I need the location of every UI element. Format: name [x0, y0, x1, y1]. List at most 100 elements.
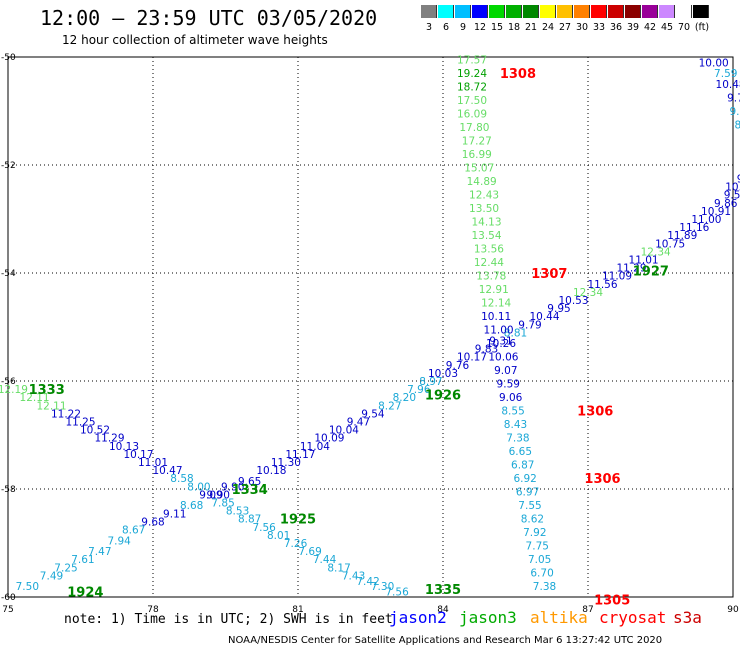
swh-label: 13.50 [469, 203, 499, 215]
time-label: 1308 [500, 67, 536, 82]
swh-label: 11.16 [679, 222, 709, 234]
swh-label: 11.00 [691, 214, 721, 226]
swh-label: 10.13 [109, 441, 139, 453]
scale-swatch [472, 5, 488, 18]
swh-label: 9.95 [547, 303, 570, 315]
swh-label: 13.56 [474, 244, 504, 256]
swh-label: 8.58 [170, 473, 193, 485]
swh-label: 7.38 [533, 581, 556, 593]
swh-label: 7.94 [107, 535, 131, 547]
swh-label: 8.97 [419, 376, 442, 388]
swh-label: 11.00 [484, 325, 514, 337]
swh-label: 7.56 [385, 587, 409, 599]
swh-label: 9.86 [714, 198, 738, 210]
scale-swatch [540, 5, 556, 18]
swh-label: 8.27 [378, 400, 401, 412]
swh-label: 10.47 [152, 465, 182, 477]
swh-label: 10.33 [725, 182, 740, 194]
scale-swatch [455, 5, 471, 18]
swh-label: 8.81 [504, 327, 527, 339]
swh-label: 8.68 [180, 500, 203, 512]
time-label: 1926 [425, 389, 461, 404]
map-title: 12:00 — 23:59 UTC 03/05/2020 [40, 6, 378, 30]
scale-swatch [489, 5, 505, 18]
scale-label: 15 [490, 22, 504, 33]
scale-label: 30 [575, 22, 589, 33]
swh-label: 19.24 [457, 68, 487, 80]
swh-label: 12.11 [20, 392, 50, 404]
swh-label: 17.50 [457, 95, 487, 107]
swh-label: 10.09 [314, 433, 344, 445]
swh-label: 10.03 [428, 368, 458, 380]
swh-label: 10.18 [256, 465, 286, 477]
swh-label: 18.72 [457, 82, 487, 94]
swh-label: 8 [734, 120, 740, 132]
map-subtitle: 12 hour collection of altimeter wave hei… [62, 33, 328, 47]
footer-note: note: 1) Time is in UTC; 2) SWH is in fe… [64, 612, 393, 627]
swh-label: 9.09 [199, 489, 222, 501]
swh-label: 10.00 [699, 57, 729, 69]
lon-tick-label: 81 [292, 605, 303, 615]
swh-label: 6.92 [513, 473, 536, 485]
swh-label: 8.55 [501, 406, 524, 418]
scale-swatch [438, 5, 454, 18]
time-label: 1307 [531, 267, 567, 282]
swh-label: 10.11 [481, 311, 511, 323]
time-label: 1927 [633, 264, 669, 279]
time-label: 1334 [232, 483, 268, 498]
time-label: 1305 [594, 594, 630, 609]
swh-label: 7.55 [518, 500, 541, 512]
swh-label: 8.67 [122, 525, 145, 537]
swh-label: 6.97 [516, 487, 539, 499]
swh-label: 7.47 [88, 546, 111, 558]
swh-label: 12.19 [0, 384, 28, 396]
lon-tick-label: 90 [727, 605, 739, 615]
swh-label: 9.8 [737, 174, 740, 186]
scale-swatch [421, 5, 437, 18]
lon-tick-label: 78 [147, 605, 159, 615]
footer-credit: NOAA/NESDIS Center for Satellite Applica… [228, 635, 663, 646]
swh-label: 9.7 [727, 93, 740, 105]
satellite-name: cryosat [599, 608, 667, 627]
swh-label: 7.61 [71, 554, 94, 566]
swh-label: 7.56 [252, 522, 276, 534]
swh-label: 10.17 [123, 449, 153, 461]
swh-label: 17.57 [457, 55, 487, 67]
scale-label: 12 [473, 22, 487, 33]
scale-swatch [693, 5, 709, 18]
swh-label: 12.34 [641, 246, 671, 258]
swh-label: 12.44 [474, 257, 504, 269]
swh-label: 8.53 [226, 506, 249, 518]
swh-label: 9.68 [141, 516, 164, 528]
swh-label: 11.22 [51, 408, 81, 420]
swh-label: 11.01 [138, 457, 168, 469]
swh-label: 7.43 [342, 570, 365, 582]
scale-label: 9 [459, 22, 467, 33]
swh-label: 9.83 [475, 344, 498, 356]
swh-label: 10.06 [488, 352, 518, 364]
scale-swatch [608, 5, 624, 18]
swh-label: 7.05 [528, 554, 551, 566]
swh-label: 17.80 [459, 122, 489, 134]
scale-swatch [659, 5, 675, 18]
scale-label: 45 [660, 22, 674, 33]
scale-label: 33 [592, 22, 606, 33]
swh-label: 6.70 [530, 568, 553, 580]
swh-label: 11.17 [285, 449, 315, 461]
scale-unit-label: (ft) [694, 22, 710, 33]
lon-tick-label: 84 [437, 605, 449, 615]
swh-label: 9.54 [361, 408, 385, 420]
swh-label: 9.79 [518, 319, 541, 331]
swh-label: 14.89 [467, 176, 497, 188]
swh-label: 7.26 [284, 538, 308, 550]
scale-label: 70 [677, 22, 691, 33]
swh-label: 9.47 [347, 417, 370, 429]
swh-label: 7.38 [506, 433, 529, 445]
scale-swatch [506, 5, 522, 18]
lon-tick-label: 75 [2, 605, 13, 615]
time-label: 1306 [584, 472, 620, 487]
satellite-name: jason3 [459, 608, 517, 627]
swh-label: 10.44 [529, 311, 559, 323]
